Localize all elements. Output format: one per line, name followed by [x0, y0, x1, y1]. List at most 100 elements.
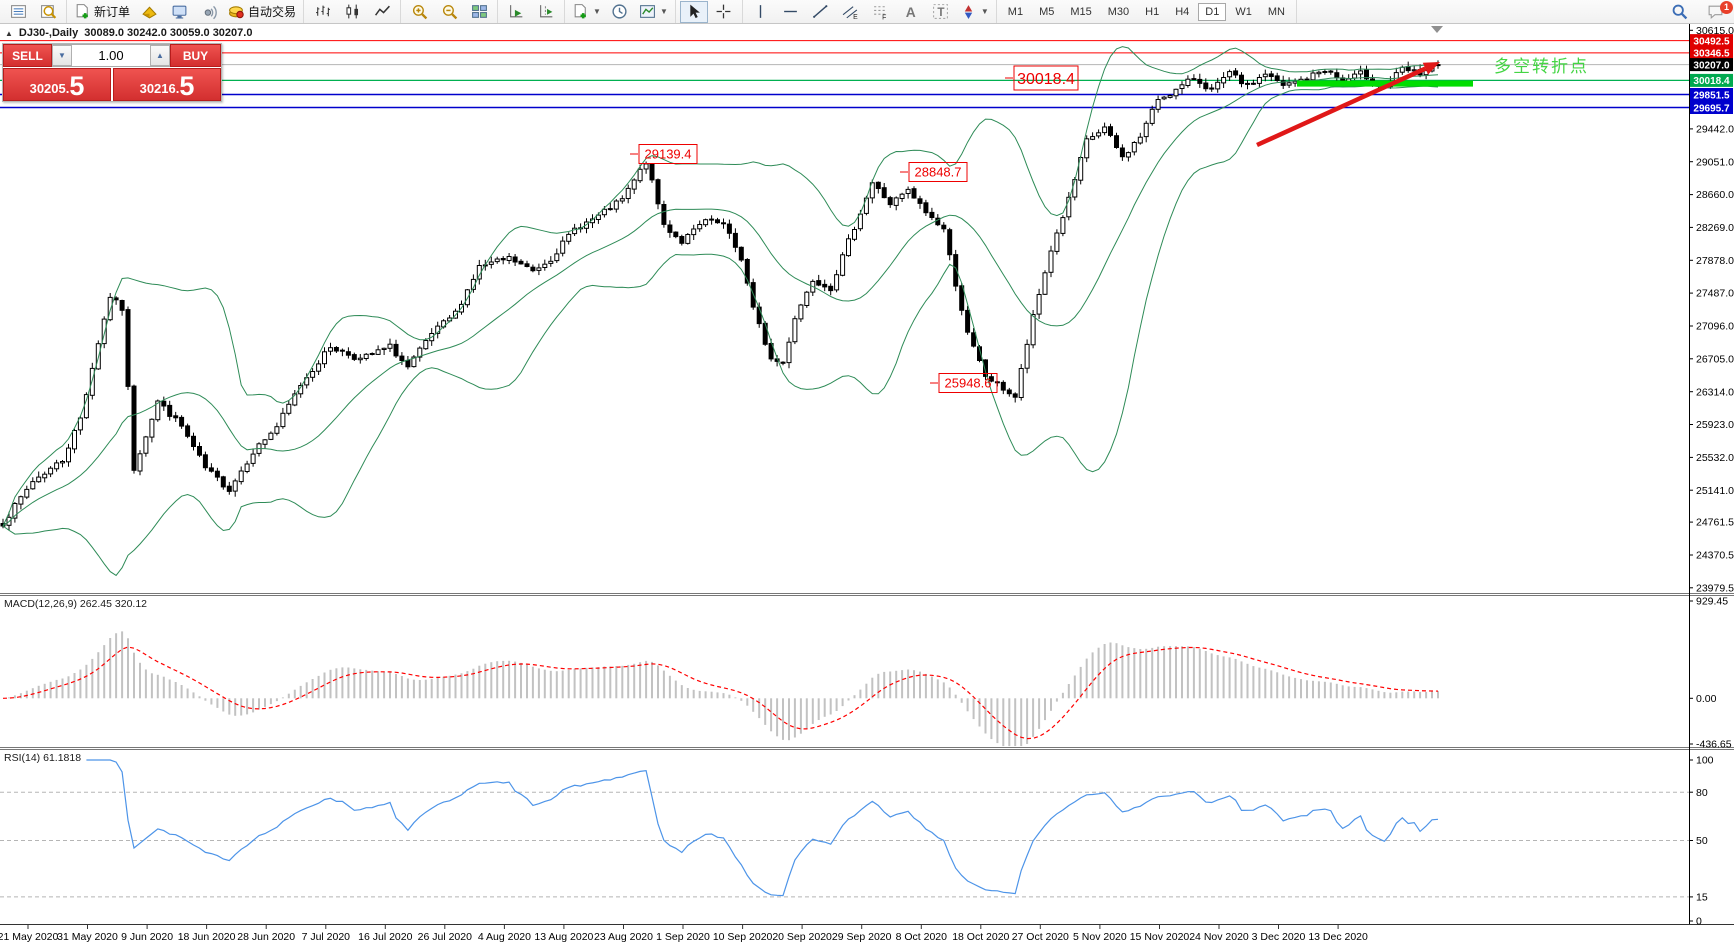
timeframe-w1[interactable]: W1	[1235, 5, 1252, 18]
timeframe-h4[interactable]: H4	[1175, 5, 1190, 18]
volume-decrease-button[interactable]: ▼	[52, 45, 72, 66]
text-label-tool-button[interactable]: T	[927, 1, 955, 23]
timeframe-m5[interactable]: M5	[1039, 5, 1055, 18]
volume-increase-button[interactable]: ▲	[150, 45, 170, 66]
timeframe-d1[interactable]: D1	[1198, 2, 1227, 21]
indicators-button[interactable]: ▼	[569, 1, 604, 23]
templates-button[interactable]: ▼	[636, 1, 671, 23]
trendline-tool-button[interactable]	[807, 1, 835, 23]
zoom-out-button[interactable]	[435, 1, 463, 23]
price-axis[interactable]: 30615.0 29442.0 29051.0 28660.0 28269.0 27878…	[1689, 25, 1734, 928]
line-chart-mode-button[interactable]	[368, 1, 396, 23]
red-trend-arrowhead[interactable]	[1422, 62, 1440, 75]
svg-text:24370.5: 24370.5	[1696, 550, 1734, 562]
cursor-button[interactable]	[679, 0, 708, 23]
timeframe-mn[interactable]: MN	[1267, 5, 1285, 18]
indicators-dropdown-icon[interactable]: ▼	[593, 7, 601, 16]
svg-text:15 Nov 2020: 15 Nov 2020	[1130, 931, 1190, 943]
collapse-icon[interactable]: ▲	[5, 28, 13, 38]
chart-shift-button[interactable]	[532, 1, 560, 23]
terminal-button[interactable]	[165, 1, 193, 23]
shift-marker-icon[interactable]	[1431, 26, 1443, 33]
periods-button[interactable]	[606, 1, 634, 23]
data-window-button[interactable]	[34, 1, 62, 23]
svg-text:4 Aug 2020: 4 Aug 2020	[478, 931, 531, 943]
svg-text:29851.5: 29851.5	[1693, 90, 1730, 101]
timeframe-m15[interactable]: M15	[1070, 5, 1092, 18]
rsi-line	[86, 759, 1439, 897]
search-button[interactable]	[1665, 1, 1693, 23]
auto-scroll-button[interactable]	[502, 1, 530, 23]
candlestick-mode-button[interactable]	[338, 1, 366, 23]
gold-book-icon	[141, 3, 158, 20]
svg-text:28848.7: 28848.7	[915, 165, 962, 180]
turning-point-note[interactable]: 多空转折点	[1494, 57, 1589, 76]
svg-text:28 Jun 2020: 28 Jun 2020	[237, 931, 295, 943]
svg-text:23 Aug 2020: 23 Aug 2020	[594, 931, 653, 943]
sell-price-main: 30205	[29, 81, 66, 96]
horizontal-line-tool-button[interactable]	[777, 1, 805, 23]
auto-trading-button[interactable]: 自动交易	[225, 1, 299, 23]
bollinger-bands	[2, 46, 1439, 577]
green-support-bar[interactable]	[1297, 80, 1473, 87]
market-watch-button[interactable]	[4, 1, 32, 23]
svg-text:27878.0: 27878.0	[1696, 255, 1734, 267]
rsi-panel	[0, 759, 1689, 898]
arrows-tool-dropdown-icon[interactable]: ▼	[980, 7, 989, 16]
toolbar: 新订单 自动交易 ▼ ▼ E F A T ▼ M1 M5 M15 M30 H1 H4 D1 W1 MN 1	[0, 0, 1734, 24]
svg-text:-436.65: -436.65	[1696, 739, 1732, 751]
sell-button[interactable]: SELL	[3, 44, 52, 67]
timeframe-m1[interactable]: M1	[1007, 5, 1024, 18]
buy-button[interactable]: BUY	[170, 44, 221, 67]
horizontal-level-lines[interactable]	[0, 40, 1689, 109]
red-trend-arrow[interactable]	[1256, 66, 1427, 148]
rsi-label: RSI(14) 61.1818	[4, 752, 82, 764]
equidistant-channel-tool-button[interactable]: E	[837, 1, 865, 23]
svg-text:30346.5: 30346.5	[1693, 49, 1730, 60]
metaeditor-button[interactable]	[135, 1, 163, 23]
svg-text:0.00: 0.00	[1696, 693, 1717, 705]
text-tool-button[interactable]: A	[897, 1, 925, 23]
arrows-tool-button[interactable]: ▼	[957, 1, 992, 23]
crosshair-button[interactable]	[710, 1, 738, 23]
bar-chart-mode-button[interactable]	[308, 1, 336, 23]
volume-input[interactable]	[72, 45, 150, 66]
svg-text:27 Oct 2020: 27 Oct 2020	[1012, 931, 1069, 943]
svg-text:18 Oct 2020: 18 Oct 2020	[952, 931, 1009, 943]
fibonacci-tool-button[interactable]: F	[867, 1, 895, 23]
rsi-value: 61.1818	[43, 752, 82, 764]
auto-trading-label: 自动交易	[248, 5, 297, 19]
svg-text:20 Sep 2020: 20 Sep 2020	[772, 931, 832, 943]
zoom-in-button[interactable]	[405, 1, 433, 23]
template-icon	[639, 3, 656, 20]
list-icon	[10, 3, 27, 20]
svg-text:24 Nov 2020: 24 Nov 2020	[1189, 931, 1249, 943]
terminal-icon	[171, 3, 188, 20]
buy-price-button[interactable]: 30216 . 5	[113, 68, 221, 101]
macd-histogram	[8, 631, 1439, 747]
new-order-label: 新订单	[94, 5, 131, 19]
svg-text:26705.0: 26705.0	[1696, 353, 1734, 365]
svg-text:0: 0	[1696, 916, 1702, 928]
sell-price-button[interactable]: 30205 . 5	[3, 68, 111, 101]
svg-text:T: T	[938, 6, 945, 19]
toolbar-group: ▼ ▼	[565, 0, 676, 23]
community-chat-button[interactable]: 1	[1701, 0, 1733, 23]
signals-button[interactable]	[195, 1, 223, 23]
timeframe-h1[interactable]: H1	[1145, 5, 1160, 18]
chart-title: ▲ DJ30-,Daily 30089.0 30242.0 30059.0 30…	[5, 27, 252, 39]
svg-text:24761.5: 24761.5	[1696, 517, 1734, 529]
templates-dropdown-icon[interactable]: ▼	[659, 7, 668, 16]
vertical-line-tool-button[interactable]	[747, 1, 775, 23]
price-annotations[interactable]: 30018.4 29139.4 28848.7 25948.6	[630, 65, 1079, 393]
svg-text:10 Sep 2020: 10 Sep 2020	[713, 931, 773, 943]
magnifier-chart-icon	[40, 3, 57, 20]
svg-text:28269.0: 28269.0	[1696, 222, 1734, 234]
svg-text:26314.0: 26314.0	[1696, 386, 1734, 398]
new-order-button[interactable]: 新订单	[71, 1, 133, 23]
tile-windows-button[interactable]	[465, 1, 493, 23]
macd-signal-line	[2, 646, 1439, 740]
timeframe-m30[interactable]: M30	[1107, 5, 1130, 18]
